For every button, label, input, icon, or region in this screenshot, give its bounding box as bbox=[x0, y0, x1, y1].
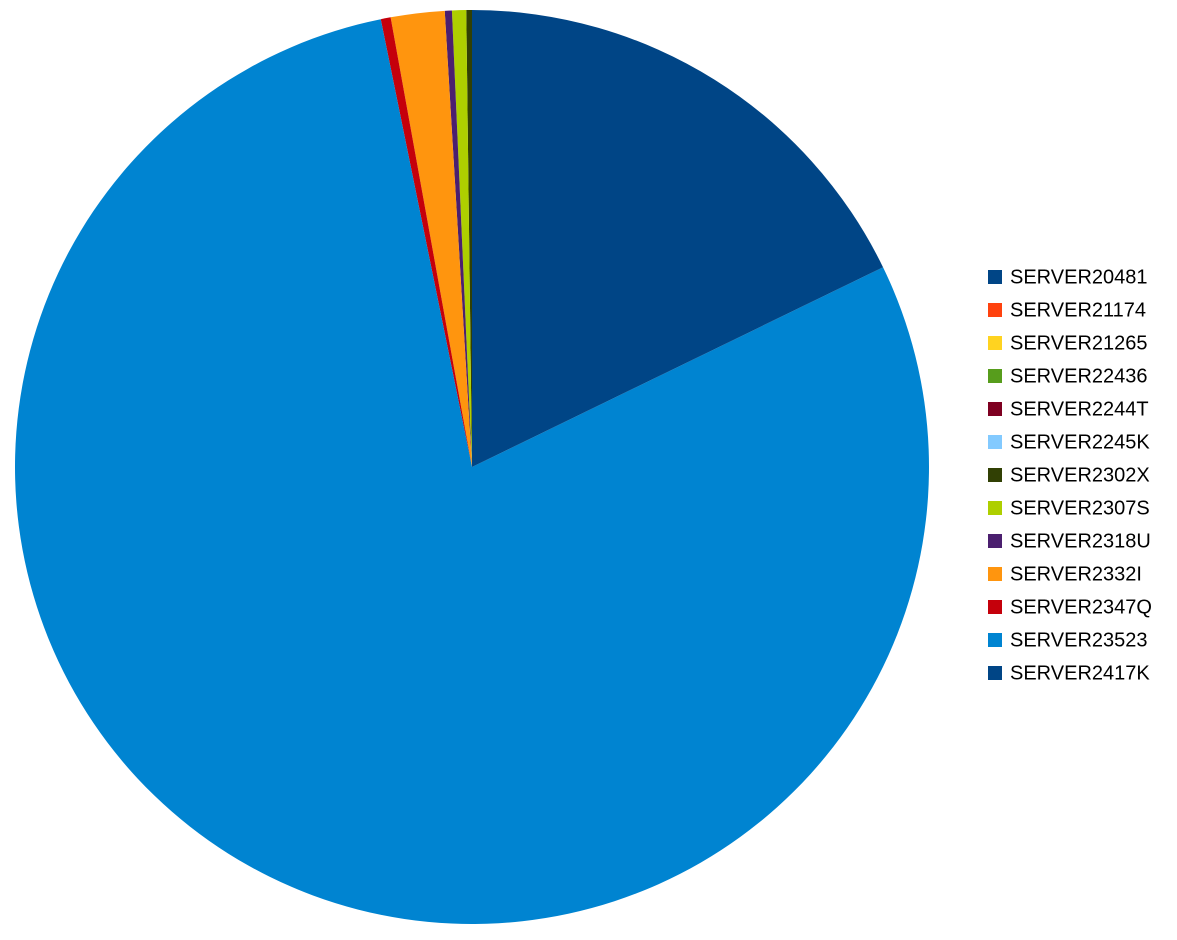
pie-slice bbox=[380, 17, 472, 467]
pie-slice bbox=[444, 10, 472, 467]
legend-swatch bbox=[988, 402, 1002, 416]
pie-slice bbox=[472, 10, 884, 467]
pie-slice bbox=[466, 10, 472, 467]
legend-label: SERVER2302X bbox=[1010, 464, 1150, 486]
legend-swatch bbox=[988, 534, 1002, 548]
legend-label: SERVER21174 bbox=[1010, 299, 1146, 321]
legend-label: SERVER23523 bbox=[1010, 629, 1148, 651]
legend-swatch bbox=[988, 567, 1002, 581]
legend-swatch bbox=[988, 435, 1002, 449]
pie-slice bbox=[15, 19, 929, 925]
legend-swatch bbox=[988, 369, 1002, 383]
pie-slice bbox=[390, 10, 472, 468]
legend-swatch bbox=[988, 501, 1002, 515]
legend-label: SERVER2245K bbox=[1010, 431, 1150, 453]
legend-swatch bbox=[988, 468, 1002, 482]
legend-label: SERVER2318U bbox=[1010, 530, 1151, 552]
legend-label: SERVER22436 bbox=[1010, 365, 1148, 387]
legend-swatch bbox=[988, 600, 1002, 614]
legend-label: SERVER20481 bbox=[1010, 266, 1148, 288]
legend-label: SERVER2417K bbox=[1010, 662, 1150, 684]
legend-swatch bbox=[988, 270, 1002, 284]
legend-label: SERVER2307S bbox=[1010, 497, 1150, 519]
legend-swatch bbox=[988, 336, 1002, 350]
legend-label: SERVER2244T bbox=[1010, 398, 1149, 420]
legend-label: SERVER2332I bbox=[1010, 563, 1142, 585]
legend-swatch bbox=[988, 633, 1002, 647]
legend-label: SERVER2347Q bbox=[1010, 596, 1152, 618]
pie-slice bbox=[451, 10, 472, 468]
legend-label: SERVER21265 bbox=[1010, 332, 1148, 354]
legend-swatch bbox=[988, 666, 1002, 680]
legend-swatch bbox=[988, 303, 1002, 317]
